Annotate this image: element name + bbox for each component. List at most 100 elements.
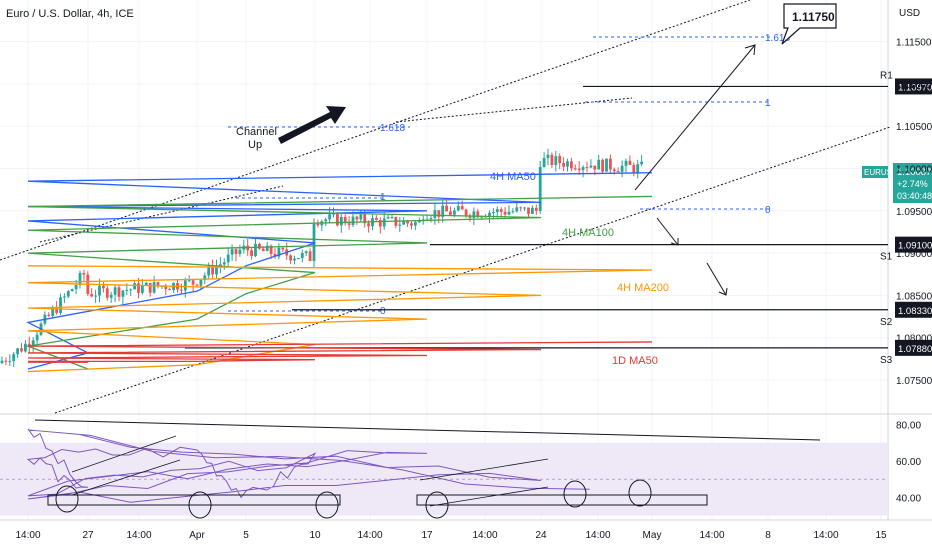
channel-upper-line [0, 0, 751, 261]
rsi-divergence-2a [419, 458, 549, 481]
candle-body [277, 247, 281, 257]
candle-body [269, 245, 273, 254]
candle-body [35, 334, 39, 341]
candle-body [558, 156, 562, 164]
candle-body [410, 223, 413, 226]
ma-label: 4H MA200 [617, 282, 669, 294]
candle-body [183, 280, 187, 291]
fib-label: 0 [765, 205, 771, 216]
candle-body [265, 245, 269, 252]
candle-body [367, 223, 370, 227]
candle-body [531, 207, 534, 214]
current-price-box [893, 163, 932, 203]
candle-body [593, 165, 597, 170]
candle-body [121, 290, 125, 297]
x-tick-label: 8 [765, 530, 771, 541]
y-tick-label: 1.10000 [896, 165, 932, 176]
x-tick-label: 5 [243, 530, 249, 541]
candle-body [24, 343, 27, 352]
rsi-low-circle [55, 485, 79, 513]
candle-body [102, 285, 105, 289]
candle-body [78, 273, 82, 286]
candle-body [328, 214, 331, 220]
projection-arrow-down-2 [706, 262, 727, 296]
candle-body [484, 216, 487, 218]
candle-body [597, 159, 601, 170]
moving-averages [25, 172, 653, 373]
projection-arrow-up [634, 44, 756, 191]
channel-up-arrow [278, 106, 346, 144]
candle-body [164, 285, 168, 290]
y-tick-label: 1.08500 [896, 291, 932, 302]
rsi-y-tick-label: 40.00 [896, 493, 921, 504]
candle-body [0, 360, 4, 364]
candle-body [636, 164, 640, 173]
x-tick-label: 14:00 [813, 530, 838, 541]
candle-body [601, 159, 604, 172]
rsi-low-circle [188, 491, 212, 519]
candle-body [168, 289, 172, 291]
channel-up-lines: 1.618 1 1.618 1 0 0 [0, 0, 891, 414]
symbol-badge-text: EURUSD [864, 168, 898, 177]
candle-body [515, 207, 519, 212]
candle-body [612, 169, 616, 172]
candle-body [429, 218, 433, 220]
candle-body [562, 163, 565, 167]
candle-body [31, 340, 35, 347]
candle-body [59, 297, 62, 313]
y-tick-label: 1.07500 [896, 376, 932, 387]
candle-body [4, 360, 8, 362]
candle-body [191, 280, 195, 285]
candle-body [258, 243, 261, 249]
candle-body [203, 275, 207, 280]
candle-body [211, 266, 214, 275]
candle-body [20, 348, 23, 352]
candle-body [523, 207, 526, 209]
candle-body [156, 282, 160, 287]
candle-body [16, 348, 19, 355]
rsi-low-circle [315, 491, 339, 519]
x-tick-label: 14:00 [15, 530, 40, 541]
chart-title: Euro / U.S. Dollar, 4h, ICE [6, 8, 134, 20]
candle-body [141, 285, 144, 293]
x-tick-label: 17 [421, 530, 433, 541]
candle-body [382, 218, 386, 227]
candle-body [359, 214, 363, 220]
candle-body [27, 343, 31, 347]
candle-body [417, 221, 421, 223]
candle-body [546, 154, 550, 159]
support-resistance-levels: R1 1.10970 S1 1.09100 S2 1.08330 S3 1.07880 [185, 70, 932, 366]
candle-body [441, 205, 445, 217]
rsi-line [26, 428, 590, 503]
candle-body [499, 209, 503, 212]
level-label-s1: S1 [880, 252, 893, 263]
candle-body [105, 288, 109, 298]
candle-body [117, 287, 121, 297]
candle-body [577, 168, 581, 171]
candle-body [195, 284, 199, 286]
candle-body [98, 285, 101, 296]
ma-line [27, 341, 653, 363]
rsi-low-circle [628, 479, 652, 507]
candle-body [94, 295, 97, 297]
candle-body [472, 211, 476, 218]
candle-body [308, 251, 312, 261]
candle-body [219, 264, 222, 267]
candle-body [304, 251, 308, 253]
fib-label: 1 [380, 192, 386, 203]
level-price-label: 1.09100 [898, 241, 932, 252]
x-tick-label: 14:00 [585, 530, 610, 541]
candle-body [273, 253, 277, 257]
currency-label: USD [899, 8, 920, 19]
candle-body [289, 255, 292, 261]
rsi-low-circle [563, 480, 587, 508]
candle-body [538, 166, 542, 211]
candle-body [324, 219, 328, 222]
x-tick-label: 14:00 [126, 530, 151, 541]
candle-body [215, 266, 218, 275]
ma-label: 4H MA100 [562, 227, 614, 239]
x-tick-label: 27 [82, 530, 94, 541]
